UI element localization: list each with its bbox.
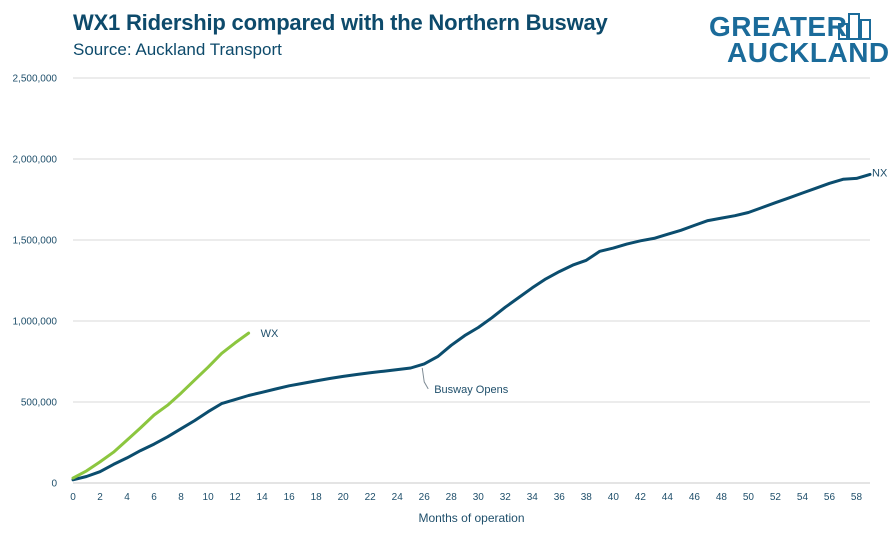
x-tick-label: 54 <box>797 492 809 503</box>
x-tick-label: 14 <box>257 492 269 503</box>
x-tick-label: 40 <box>608 492 620 503</box>
x-tick-label: 50 <box>743 492 755 503</box>
series-line-nx <box>71 172 872 482</box>
x-tick-label: 58 <box>851 492 863 503</box>
greater-auckland-logo: GREATER AUCKLAND <box>709 11 888 67</box>
x-tick-label: 34 <box>527 492 539 503</box>
chart-subtitle: Source: Auckland Transport <box>73 40 282 59</box>
x-tick-label: 32 <box>500 492 512 503</box>
x-tick-label: 36 <box>554 492 566 503</box>
series-line-wx <box>71 331 251 480</box>
chart-labels: NX WX Busway Opens <box>261 167 888 396</box>
x-tick-label: 56 <box>824 492 836 503</box>
x-tick-label: 2 <box>97 492 103 503</box>
annotation-leader-line <box>421 367 429 390</box>
gridlines <box>73 77 870 403</box>
y-tick-label: 0 <box>51 479 57 490</box>
y-tick-label: 500,000 <box>21 398 58 409</box>
x-tick-label: 44 <box>662 492 674 503</box>
x-tick-label: 46 <box>689 492 701 503</box>
x-tick-label: 4 <box>124 492 130 503</box>
chart-title: WX1 Ridership compared with the Northern… <box>73 10 608 35</box>
x-tick-label: 24 <box>392 492 404 503</box>
logo-line-1: GREATER <box>709 11 848 42</box>
x-tick-label: 30 <box>473 492 485 503</box>
y-tick-label: 1,500,000 <box>13 236 58 247</box>
annotation-busway-opens: Busway Opens <box>434 384 508 396</box>
skyline-icon <box>838 13 871 40</box>
series-lines <box>71 172 872 482</box>
y-tick-label: 2,000,000 <box>13 155 58 166</box>
x-tick-label: 48 <box>716 492 728 503</box>
axes: 0 500,000 1,000,000 1,500,000 2,000,000 2,500… <box>13 74 870 525</box>
x-tick-label: 8 <box>178 492 184 503</box>
logo-line-2: AUCKLAND <box>727 37 888 68</box>
x-tick-label: 16 <box>284 492 296 503</box>
x-tick-label: 26 <box>419 492 431 503</box>
x-axis-title: Months of operation <box>418 511 524 525</box>
y-tick-label: 2,500,000 <box>13 74 58 85</box>
x-tick-label: 10 <box>203 492 215 503</box>
x-tick-label: 42 <box>635 492 647 503</box>
x-tick-label: 6 <box>151 492 157 503</box>
y-tick-label: 1,000,000 <box>13 317 58 328</box>
x-tick-label: 38 <box>581 492 593 503</box>
x-tick-label: 18 <box>311 492 323 503</box>
series-label-nx: NX <box>872 167 888 179</box>
x-tick-label: 52 <box>770 492 782 503</box>
x-tick-label: 20 <box>338 492 350 503</box>
x-tick-label: 0 <box>70 492 76 503</box>
x-tick-label: 28 <box>446 492 458 503</box>
x-tick-label: 12 <box>230 492 242 503</box>
x-tick-label: 22 <box>365 492 377 503</box>
series-label-wx: WX <box>261 328 279 340</box>
